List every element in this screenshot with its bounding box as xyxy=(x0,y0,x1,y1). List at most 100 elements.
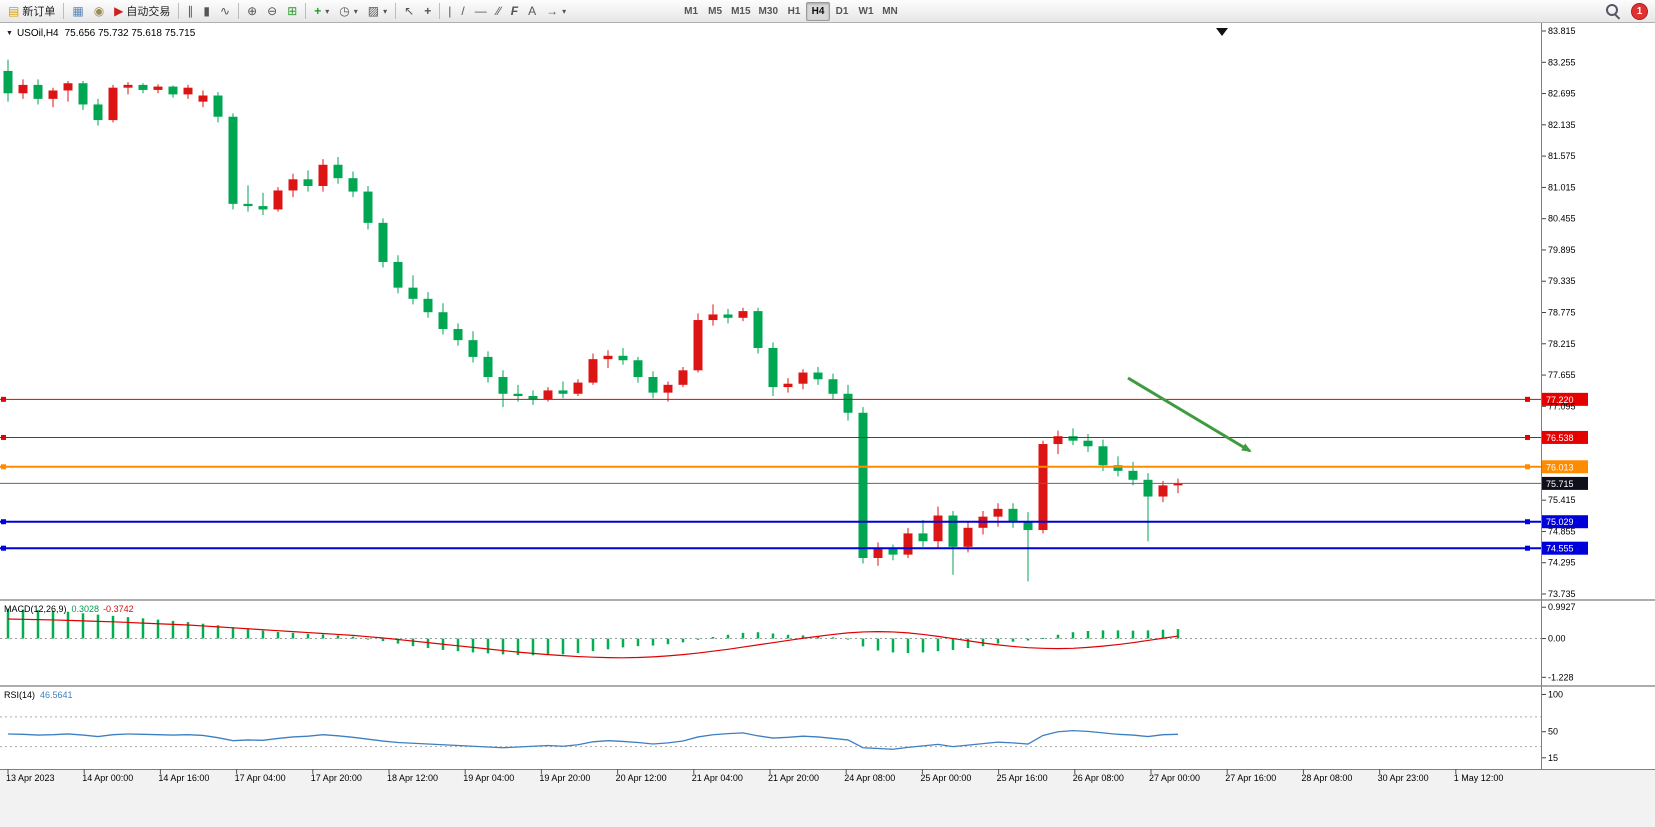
text-icon: A xyxy=(528,4,537,18)
horizontal-line-object[interactable] xyxy=(0,519,1541,525)
price-scale[interactable]: 83.815 83.255 82.695 82.135 81.575 81.015 80.4… xyxy=(1541,26,1576,763)
svg-text:0.9927: 0.9927 xyxy=(1548,602,1576,612)
horizontal-line-object[interactable] xyxy=(0,396,1541,402)
new-order-button[interactable]: ▤ 新订单 xyxy=(3,2,60,21)
mql-icon: ◉ xyxy=(93,4,105,18)
panel-divider[interactable] xyxy=(0,685,1655,687)
line-chart-type-button[interactable]: ∿ xyxy=(215,2,235,21)
separator xyxy=(178,3,180,19)
horizontal-line-button[interactable]: — xyxy=(470,2,492,21)
rsi-line xyxy=(7,729,1179,750)
price-badge: 75.715 xyxy=(1542,476,1588,490)
svg-text:17 Apr 20:00: 17 Apr 20:00 xyxy=(311,773,362,783)
templates-button[interactable]: ▨ ▾ xyxy=(363,2,392,21)
zoom-in-button[interactable]: ⊕ xyxy=(242,2,262,21)
svg-text:74.555: 74.555 xyxy=(1546,544,1574,554)
toolbar: ▤ 新订单 ▦ ◉ ▶ 自动交易 ∥ ▮ ∿ ⊕ ⊖ ⊞ + ▾ ◷ ▾ ▨ ▾ ↖ … xyxy=(0,0,1655,23)
candlestick-type-button[interactable]: ▮ xyxy=(198,2,215,21)
chevron-down-icon: ▾ xyxy=(562,6,567,16)
svg-text:25 Apr 00:00: 25 Apr 00:00 xyxy=(920,773,971,783)
cursor-button[interactable]: ↖ xyxy=(399,2,419,21)
fibonacci-icon: F xyxy=(510,4,519,18)
bar-chart-type-button[interactable]: ∥ xyxy=(182,2,198,21)
svg-text:76.538: 76.538 xyxy=(1546,433,1574,443)
trendline-button[interactable]: / xyxy=(456,2,469,21)
svg-text:27 Apr 16:00: 27 Apr 16:00 xyxy=(1225,773,1276,783)
timeframe-group: M1 M5 M15 M30 H1 H4 D1 W1 MN xyxy=(679,1,902,21)
svg-text:82.695: 82.695 xyxy=(1548,89,1576,99)
trendline-icon: / xyxy=(461,4,465,18)
svg-text:19 Apr 20:00: 19 Apr 20:00 xyxy=(539,773,590,783)
text-tool-button[interactable]: A xyxy=(523,2,541,21)
timeframe-h1[interactable]: H1 xyxy=(782,2,806,21)
crosshair-button[interactable]: + xyxy=(419,2,436,21)
tile-windows-icon: ⊞ xyxy=(287,4,298,18)
bar-chart-icon: ∥ xyxy=(187,4,194,18)
horizontal-line-object[interactable] xyxy=(0,545,1541,551)
zoom-in-icon: ⊕ xyxy=(247,4,258,18)
charts-window-button[interactable]: ▦ xyxy=(67,2,88,21)
svg-text:79.895: 79.895 xyxy=(1548,245,1576,255)
svg-text:30 Apr 23:00: 30 Apr 23:00 xyxy=(1378,773,1429,783)
svg-text:19 Apr 04:00: 19 Apr 04:00 xyxy=(463,773,514,783)
svg-text:74.295: 74.295 xyxy=(1548,558,1576,568)
svg-text:81.575: 81.575 xyxy=(1548,151,1576,161)
channel-icon: ∕∕ xyxy=(496,4,501,18)
vertical-line-button[interactable]: | xyxy=(443,2,456,21)
svg-text:83.255: 83.255 xyxy=(1548,57,1576,67)
svg-text:75.715: 75.715 xyxy=(1546,479,1574,489)
svg-text:83.815: 83.815 xyxy=(1548,26,1576,36)
tile-windows-button[interactable]: ⊞ xyxy=(282,2,302,21)
timeframe-m5[interactable]: M5 xyxy=(703,2,727,21)
horizontal-line-icon: — xyxy=(474,4,487,18)
price-badge: 75.029 xyxy=(1542,515,1588,529)
toolbar-right: 1 xyxy=(1601,2,1652,21)
separator xyxy=(395,3,397,19)
timeframe-m1[interactable]: M1 xyxy=(679,2,703,21)
svg-text:18 Apr 12:00: 18 Apr 12:00 xyxy=(387,773,438,783)
panel-divider[interactable] xyxy=(0,599,1655,601)
svg-text:13 Apr 2023: 13 Apr 2023 xyxy=(6,773,55,783)
chevron-down-icon: ▾ xyxy=(325,6,330,16)
separator xyxy=(63,3,65,19)
svg-text:21 Apr 04:00: 21 Apr 04:00 xyxy=(692,773,743,783)
notification-badge[interactable]: 1 xyxy=(1631,2,1648,20)
timeframe-m15[interactable]: M15 xyxy=(727,2,754,21)
time-marker-icon xyxy=(1216,28,1228,36)
svg-text:78.775: 78.775 xyxy=(1548,308,1576,318)
chart-canvas[interactable]: 77.22076.53876.01375.02974.55575.71583.8… xyxy=(0,23,1655,827)
arrows-button[interactable]: → ▾ xyxy=(541,2,571,21)
timeframe-m30[interactable]: M30 xyxy=(755,2,782,21)
autotrading-icon: ▶ xyxy=(114,4,124,18)
timeframe-h4[interactable]: H4 xyxy=(806,1,830,21)
search-button[interactable] xyxy=(1601,2,1625,21)
new-order-label: 新订单 xyxy=(22,6,56,18)
periods-button[interactable]: ◷ ▾ xyxy=(334,2,363,21)
horizontal-line-object[interactable] xyxy=(0,434,1541,440)
autotrading-label: 自动交易 xyxy=(126,6,171,18)
template-icon: ▨ xyxy=(367,4,380,18)
svg-text:74.855: 74.855 xyxy=(1548,526,1576,536)
horizontal-line-object[interactable] xyxy=(0,464,1541,470)
separator xyxy=(439,3,441,19)
timeframe-w1[interactable]: W1 xyxy=(854,2,878,21)
time-axis[interactable]: 13 Apr 2023 14 Apr 00:00 14 Apr 16:00 17 Ap… xyxy=(6,769,1503,783)
autotrading-button[interactable]: ▶ 自动交易 xyxy=(109,2,175,21)
mql-community-button[interactable]: ◉ xyxy=(89,2,109,21)
svg-text:1 May 12:00: 1 May 12:00 xyxy=(1454,773,1504,783)
trend-arrow-object[interactable] xyxy=(1127,376,1252,453)
svg-text:21 Apr 20:00: 21 Apr 20:00 xyxy=(768,773,819,783)
chevron-down-icon: ▾ xyxy=(353,6,358,16)
candlesticks xyxy=(3,59,1183,582)
time-axis-strip[interactable] xyxy=(0,770,1655,827)
timeframe-d1[interactable]: D1 xyxy=(830,2,854,21)
zoom-out-button[interactable]: ⊖ xyxy=(262,2,282,21)
indicators-button[interactable]: + ▾ xyxy=(309,2,334,21)
macd-histogram xyxy=(6,608,1180,656)
zoom-out-icon: ⊖ xyxy=(267,4,278,18)
svg-text:82.135: 82.135 xyxy=(1548,120,1576,130)
timeframe-mn[interactable]: MN xyxy=(878,2,902,21)
channel-button[interactable]: ∕∕ xyxy=(492,2,506,21)
fibonacci-button[interactable]: F xyxy=(506,2,523,21)
